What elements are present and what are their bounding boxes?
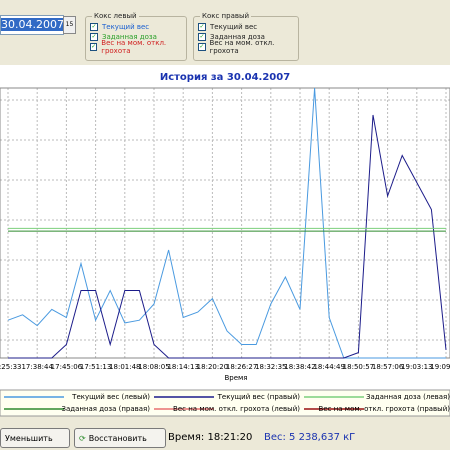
x-tick-label: 19:03:13 xyxy=(401,363,432,371)
checkbox-row[interactable]: ✓ Вес на мом. откл. грохота xyxy=(198,39,298,55)
x-tick-label: 18:14:13 xyxy=(167,363,198,371)
checkbox-label: Вес на мом. откл. грохота xyxy=(101,39,167,55)
shrink-button[interactable]: Уменьшить xyxy=(0,428,70,448)
checkbox[interactable]: ✓ xyxy=(90,23,98,31)
checkbox-row[interactable]: ✓ Вес на мом. откл. грохота xyxy=(90,39,186,55)
button-text: Уменьшить xyxy=(5,433,53,443)
weight-readout: Вес: 5 238,637 кГ xyxy=(264,432,356,443)
x-tick-label: 18:20:20 xyxy=(197,363,228,371)
legend-label: Вес на мом. откл. грохота (правый) xyxy=(319,405,450,413)
button-text: Восстановить xyxy=(88,433,147,443)
x-tick-label: 18:26:27 xyxy=(226,363,257,371)
legend-label: Вес на мом. откл. грохота (левый) xyxy=(173,405,300,413)
legend-label: Текущий вес (левый) xyxy=(71,393,150,401)
x-tick-label: 19:09:20 xyxy=(430,363,450,371)
x-tick-label: 18:57:06 xyxy=(372,363,404,371)
checkbox-row[interactable]: ✓ Заданная доза xyxy=(198,32,298,42)
checkbox-label: Заданная доза xyxy=(102,33,157,41)
group-title: Кокс левый xyxy=(92,12,139,20)
checkbox-label: Текущий вес xyxy=(102,23,150,31)
checkbox-row[interactable]: ✓ Текущий вес xyxy=(90,22,186,32)
x-tick-label: 18:50:57 xyxy=(343,363,374,371)
checkbox-row[interactable]: ✓ Заданная доза xyxy=(90,32,186,42)
x-tick-label: 18:01:48 xyxy=(109,363,140,371)
checkbox[interactable]: ✓ xyxy=(90,43,98,51)
right-group: Кокс правый ✓ Текущий вес ✓ Заданная доза ✓ Ве… xyxy=(193,12,299,61)
checkbox[interactable]: ✓ xyxy=(198,23,206,31)
x-tick-label: 18:08:05 xyxy=(138,363,169,371)
checkbox-label: Текущий вес xyxy=(210,23,258,31)
x-tick-label: 17:45:06 xyxy=(51,363,83,371)
checkbox[interactable]: ✓ xyxy=(90,33,98,41)
checkbox-label: Заданная доза xyxy=(210,33,265,41)
group-title: Кокс правый xyxy=(200,12,252,20)
x-tick-label: 18:44:49 xyxy=(313,363,344,371)
restore-button[interactable]: ⟳ Восстановить xyxy=(74,428,166,448)
checkbox[interactable]: ✓ xyxy=(198,43,206,51)
time-readout: Время: 18:21:20 xyxy=(168,432,253,443)
x-tick-label: 17:38:44 xyxy=(21,363,53,371)
date-input[interactable]: 30.04.2007 xyxy=(0,15,64,35)
legend-label: Заданная доза (левая) xyxy=(366,393,450,401)
checkbox[interactable]: ✓ xyxy=(198,33,206,41)
legend-label: Текущий вес (правый) xyxy=(217,393,301,401)
series-line xyxy=(7,87,446,359)
chart-title: История за 30.04.2007 xyxy=(160,72,290,83)
x-tick-label: 8:25:33 xyxy=(0,363,22,371)
x-tick-label: 17:51:13 xyxy=(80,363,111,371)
chart: История за 30.04.2007 Время 8:25:3317:38… xyxy=(0,65,450,417)
checkbox-label: Вес на мом. откл. грохота xyxy=(209,39,275,55)
date-text: 30.04.2007 xyxy=(1,18,64,31)
x-tick-label: 18:32:35 xyxy=(255,363,286,371)
checkbox-row[interactable]: ✓ Текущий вес xyxy=(198,22,298,32)
calendar-button[interactable]: 15 xyxy=(63,16,76,34)
legend xyxy=(0,389,450,417)
series-line xyxy=(8,114,447,359)
chart-background xyxy=(0,65,450,390)
left-group: Кокс левый ✓ Текущий вес ✓ Заданная доза ✓ Вес… xyxy=(85,12,187,61)
legend-label: Заданная доза (правая) xyxy=(61,405,150,413)
x-axis-label: Время xyxy=(224,374,247,382)
x-tick-label: 18:38:42 xyxy=(284,363,315,371)
